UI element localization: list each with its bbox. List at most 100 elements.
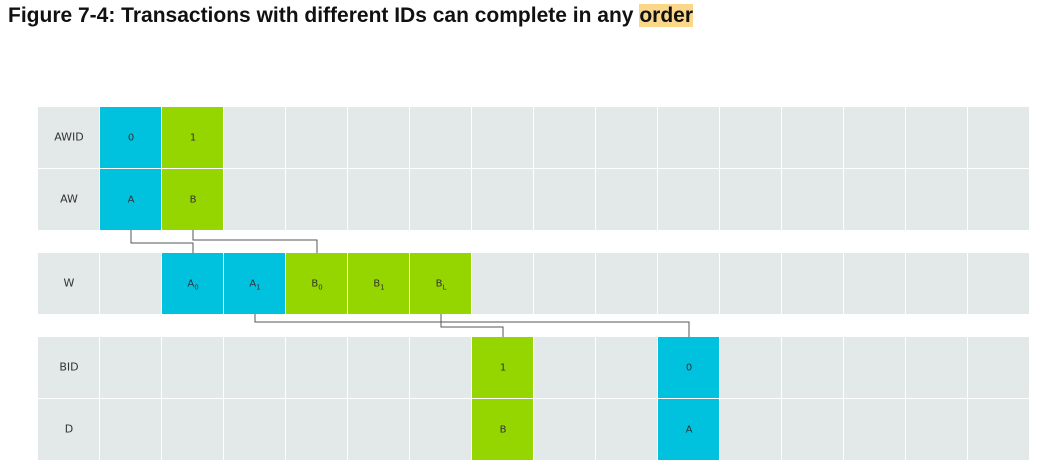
empty-cell [720,399,781,460]
empty-cell [782,169,843,230]
cell-text: B [436,279,443,290]
empty-cell [472,107,533,168]
empty-cell [534,169,595,230]
figure-title: Figure 7-4: Transactions with different … [8,4,693,28]
row-label-cell [38,107,99,168]
row-label-cell [38,253,99,314]
empty-cell [906,253,967,314]
row-label: AWID [54,131,84,144]
empty-cell [968,399,1029,460]
cell-subscript: 0 [318,284,322,292]
cell-text: B [311,279,318,290]
signal-cell [472,399,533,460]
empty-cell [782,253,843,314]
row-label: W [64,277,75,290]
empty-cell [844,253,905,314]
cell-text: A [187,279,194,290]
signal-cell [100,107,161,168]
empty-cell [906,107,967,168]
empty-cell [348,169,409,230]
empty-cell [968,107,1029,168]
signal-cell [658,337,719,398]
cell-label: B1 [373,279,384,292]
row-label: BID [59,361,78,374]
signal-cell [162,169,223,230]
empty-cell [224,399,285,460]
empty-cell [162,337,223,398]
empty-cell [782,107,843,168]
empty-cell [224,337,285,398]
empty-cell [658,253,719,314]
cell-text: 0 [128,133,134,144]
empty-cell [906,337,967,398]
empty-cell [100,253,161,314]
empty-cell [410,399,471,460]
empty-cell [534,107,595,168]
connector [254,314,690,337]
connector [130,230,194,253]
cell-text: A [249,279,256,290]
empty-cell [720,107,781,168]
empty-cell [906,169,967,230]
cell-label: 0 [128,133,134,144]
row-label-cell [38,169,99,230]
empty-cell [348,399,409,460]
cell-subscript: 1 [380,284,384,292]
empty-cell [410,337,471,398]
signal-cell [348,253,409,314]
empty-cell [844,399,905,460]
row-label: D [65,423,73,436]
row-label: AW [60,193,78,206]
empty-cell [844,169,905,230]
cell-subscript: 0 [194,284,198,292]
empty-cell [720,253,781,314]
signal-cell [224,253,285,314]
empty-cell [658,107,719,168]
empty-cell [472,169,533,230]
cell-label: BL [436,279,447,292]
empty-cell [906,399,967,460]
signal-cell [286,253,347,314]
connector [440,314,504,337]
empty-cell [844,337,905,398]
signal-cell [162,253,223,314]
signal-cell [410,253,471,314]
empty-cell [224,107,285,168]
empty-cell [224,169,285,230]
empty-cell [100,399,161,460]
title-highlight: order [639,4,693,27]
empty-cell [162,399,223,460]
empty-cell [348,337,409,398]
empty-cell [472,253,533,314]
empty-cell [410,107,471,168]
cell-label: 1 [190,133,196,144]
cell-text: A [128,195,135,206]
empty-cell [782,337,843,398]
cell-label: A0 [187,279,198,292]
empty-cell [596,169,657,230]
cell-text: 1 [500,363,506,374]
cell-text: B [373,279,380,290]
empty-cell [720,337,781,398]
empty-cell [596,253,657,314]
cell-label: 1 [500,363,506,374]
empty-cell [782,399,843,460]
cell-label: B [190,195,197,206]
empty-cell [596,107,657,168]
row-label-cell [38,337,99,398]
empty-cell [348,107,409,168]
empty-cell [968,253,1029,314]
title-text: Figure 7-4: Transactions with different … [8,4,634,27]
empty-cell [286,337,347,398]
cell-label: B [500,425,507,436]
signal-cell [472,337,533,398]
signal-cell [100,169,161,230]
empty-cell [658,169,719,230]
empty-cell [286,107,347,168]
cell-text: B [500,425,507,436]
empty-cell [100,337,161,398]
empty-cell [968,169,1029,230]
empty-cell [534,399,595,460]
